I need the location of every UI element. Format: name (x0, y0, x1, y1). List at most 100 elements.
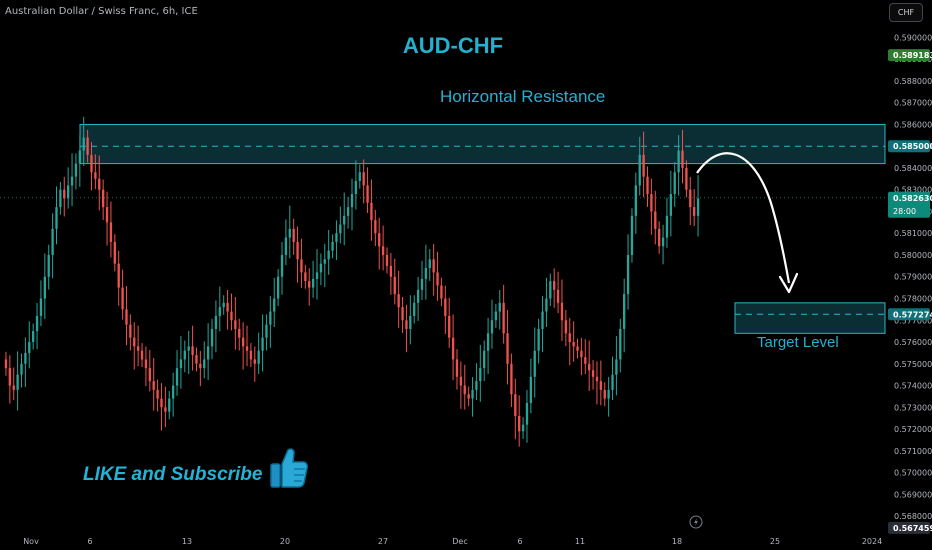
candle-body (82, 137, 85, 151)
price-axis[interactable]: 0.5900000.5890000.5880000.5870000.586000… (886, 0, 932, 550)
candle-body (39, 298, 43, 316)
candle-body (315, 272, 319, 279)
candle-body (257, 350, 260, 364)
candle-body (354, 181, 358, 195)
candle-body (187, 346, 190, 351)
candle-body (451, 337, 455, 360)
candle-body (304, 272, 307, 282)
candle-body (121, 287, 124, 310)
price-tick-label: 0.570000 (894, 469, 932, 478)
candle-body (553, 281, 556, 290)
candle-body (467, 394, 470, 399)
candle-body (47, 254, 50, 277)
candle-body (125, 309, 128, 325)
candle-body (502, 302, 505, 334)
candle-body (428, 259, 431, 269)
candle-body (623, 294, 626, 329)
time-axis[interactable]: Nov 6 13 20 27 Dec 6 11 18 25 2024 (23, 537, 882, 546)
price-axis-bg (886, 0, 932, 550)
candle-body (463, 385, 466, 395)
price-axis-labels: 0.5891830.5850000.58263028:000.5772740.5… (888, 49, 932, 534)
price-label-bg (888, 521, 930, 534)
candle-body (673, 172, 676, 195)
instrument-header: Australian Dollar / Swiss Franc, 6h, ICE (5, 6, 198, 17)
candle-body (545, 298, 548, 312)
candle-body (253, 359, 256, 364)
price-tick-label: 0.569000 (894, 490, 932, 499)
candle-body (696, 198, 700, 216)
price-tick-label: 0.571000 (894, 447, 932, 456)
candle-body (35, 315, 39, 332)
candle-body (140, 350, 144, 360)
time-tick-label: 13 (182, 537, 192, 546)
candle-body (525, 402, 529, 425)
price-label: 0.585000 (893, 142, 932, 151)
candle-body (374, 220, 377, 234)
price-tick-label: 0.576000 (894, 338, 932, 347)
candle-body (94, 172, 97, 179)
candlestick-series (4, 116, 700, 447)
price-tick-label: 0.588000 (894, 77, 932, 86)
candle-body (584, 357, 587, 364)
price-label-bg (888, 191, 930, 218)
candle-body (475, 381, 478, 390)
currency-button[interactable]: CHF (889, 3, 923, 22)
candle-body (370, 202, 373, 221)
price-label: 0.567459 (893, 524, 932, 533)
chart-title: AUD-CHF (402, 33, 504, 58)
candle-body (591, 370, 595, 377)
candle-body (206, 346, 210, 360)
candle-body (494, 311, 498, 321)
candle-body (86, 137, 89, 155)
candle-body (284, 237, 288, 255)
price-tick-label: 0.572000 (894, 425, 932, 434)
time-tick-label: 25 (770, 537, 780, 546)
candle-body (20, 363, 23, 375)
target-zone (734, 302, 886, 334)
candle-body (296, 241, 299, 260)
candle-body (24, 352, 27, 364)
candle-body (113, 241, 116, 264)
candle-body (436, 272, 439, 286)
candle-body (261, 337, 264, 351)
time-tick-label: 27 (378, 537, 388, 546)
candle-body (331, 241, 334, 251)
candle-body (210, 328, 214, 347)
price-tick-label: 0.568000 (894, 512, 932, 521)
candle-body (241, 337, 245, 347)
candle-body (677, 150, 680, 173)
price-zones (0, 123, 886, 334)
candle-body (366, 185, 369, 203)
candle-body (560, 302, 564, 321)
candle-body (362, 172, 365, 186)
time-tick-label: 2024 (862, 537, 882, 546)
candle-body (265, 324, 268, 338)
candle-body (319, 263, 323, 273)
candle-body (409, 315, 412, 329)
candle-body (156, 389, 159, 399)
candle-body (381, 246, 385, 255)
countdown-label: 28:00 (893, 207, 916, 216)
candle-body (642, 154, 645, 177)
candle-body (230, 311, 233, 321)
candle-body (669, 194, 673, 216)
candle-body (529, 376, 533, 403)
candle-body (420, 278, 424, 290)
candle-body (564, 320, 568, 334)
time-tick-label: 11 (575, 537, 585, 546)
lightning-icon[interactable] (689, 515, 703, 529)
candle-body (471, 389, 474, 399)
candle-body (28, 342, 31, 353)
candle-body (498, 302, 501, 312)
candle-body (506, 333, 509, 364)
price-tick-label: 0.574000 (894, 382, 932, 391)
candle-body (51, 228, 54, 255)
candle-body (90, 154, 93, 173)
forecast-arrow (696, 152, 799, 294)
time-tick-label: Dec (452, 537, 467, 546)
price-tick-label: 0.577000 (894, 316, 932, 325)
candle-body (339, 224, 342, 234)
candle-body (514, 394, 517, 416)
price-tick-label: 0.578000 (894, 294, 932, 303)
